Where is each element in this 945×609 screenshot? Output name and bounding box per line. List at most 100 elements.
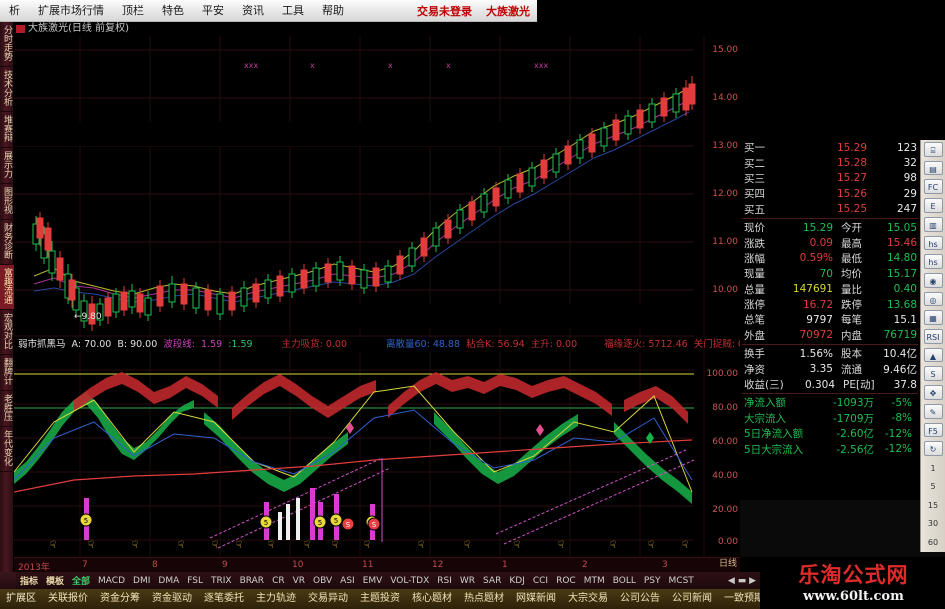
indicator-roc[interactable]: ROC <box>556 575 576 586</box>
indicator-brar[interactable]: BRAR <box>239 575 265 586</box>
menu-item-2[interactable]: 顶栏 <box>122 4 144 17</box>
indicator-sar[interactable]: SAR <box>483 575 502 586</box>
news-tab-announcements[interactable]: 公司公告 <box>620 593 660 604</box>
menu-item-6[interactable]: 工具 <box>282 4 304 17</box>
circle-icon[interactable]: ◎ <box>923 291 943 307</box>
indicator-dmi[interactable]: DMI <box>133 575 151 586</box>
menu-item-1[interactable]: 扩展市场行情 <box>38 4 104 17</box>
hs2-icon[interactable]: hs <box>923 254 943 269</box>
indicator-boll[interactable]: BOLL <box>612 575 636 586</box>
grid-icon[interactable]: ▤ <box>923 160 943 176</box>
indicator-asi[interactable]: ASI <box>340 575 355 586</box>
indicator-rsi[interactable]: RSI <box>437 575 452 586</box>
chart-area[interactable]: 大族激光(日线 前复权) <box>14 22 740 557</box>
indicator-fsl[interactable]: FSL <box>187 575 203 586</box>
news-tab-web-news[interactable]: 网媒新闻 <box>516 593 556 604</box>
news-tab-tick-orders[interactable]: 逐笔委托 <box>204 593 244 604</box>
s-icon[interactable]: S <box>923 366 943 382</box>
f5-icon[interactable]: F5 <box>923 422 943 438</box>
sidebar-item-10[interactable]: 年代变化 <box>0 427 14 472</box>
num60-icon[interactable]: 60 <box>927 537 939 547</box>
indicator-vr[interactable]: VR <box>292 575 306 586</box>
sidebar-item-4[interactable]: 图形视 <box>0 184 14 220</box>
news-tab-hot-theme[interactable]: 热点题材 <box>464 593 504 604</box>
indicator-macd[interactable]: MACD <box>98 575 126 586</box>
sidebar-item-8[interactable]: 翻牌计 <box>0 355 14 391</box>
stat-row-3: 现量 70 均价 15.17 <box>740 266 920 281</box>
news-tab-trade-anomaly[interactable]: 交易异动 <box>308 593 348 604</box>
menu-item-7[interactable]: 帮助 <box>322 4 344 17</box>
flag-icon[interactable]: ▲ <box>923 347 943 363</box>
current-stock-label[interactable]: 大族激光 <box>486 4 530 18</box>
num5-icon[interactable]: 5 <box>930 482 936 492</box>
move-icon[interactable]: ✥ <box>923 385 943 400</box>
toolbar-scroll-arrows[interactable]: ◀ ▬ ▶ <box>727 575 756 586</box>
indicator-wr[interactable]: WR <box>459 575 476 586</box>
sidebar-item-3[interactable]: 展示力 <box>0 148 14 184</box>
fc-icon[interactable]: FC <box>923 179 943 195</box>
hs-icon[interactable]: hs <box>923 235 943 251</box>
indicator-pane[interactable]: 弱市抓黑马 A: 70.00 B: 90.00 波段线: 1.59 :1.59 … <box>14 338 740 557</box>
indicator-psy[interactable]: PSY <box>643 575 661 586</box>
indicator-dma[interactable]: DMA <box>158 575 180 586</box>
num15-icon[interactable]: 15 <box>927 500 939 510</box>
news-tab-main-track[interactable]: 主力轨迹 <box>256 593 296 604</box>
globe-icon[interactable]: ◉ <box>923 272 943 288</box>
bid-row-3[interactable]: 买四 15.26 29 <box>740 186 920 201</box>
bid-row-2[interactable]: 买三 15.27 98 <box>740 171 920 186</box>
sidebar-item-9[interactable]: 老胜压 <box>0 391 14 427</box>
news-tab-theme-invest[interactable]: 主题投资 <box>360 593 400 604</box>
toolbar-template-menu[interactable]: 模板 <box>46 577 65 587</box>
indicator-cr[interactable]: CR <box>272 575 285 586</box>
news-tab-consensus[interactable]: 一致预期 <box>724 593 760 604</box>
login-status-label[interactable]: 交易未登录 <box>417 4 472 18</box>
sidebar-item-2[interactable]: 堆赛辩 <box>0 112 14 148</box>
menu-item-5[interactable]: 资讯 <box>242 4 264 17</box>
indicator-emv[interactable]: EMV <box>362 575 383 586</box>
indicator-vol-tdx[interactable]: VOL-TDX <box>390 575 430 586</box>
indicator-mcst[interactable]: MCST <box>668 575 694 586</box>
indicator-trix[interactable]: TRIX <box>211 575 232 586</box>
sidebar-item-7[interactable]: 宏观对比 <box>0 310 14 355</box>
book-icon[interactable]: ▥ <box>923 216 943 232</box>
news-tab-extend[interactable]: 扩展区 <box>6 593 36 604</box>
bid-row-1[interactable]: 买二 15.28 32 <box>740 155 920 170</box>
toolbar-corner-icon[interactable] <box>0 572 16 589</box>
indicator-mtm[interactable]: MTM <box>583 575 605 586</box>
news-tab-fund-drive[interactable]: 资金驱动 <box>152 593 192 604</box>
refresh-icon[interactable]: ↻ <box>923 441 943 456</box>
sidebar-item-5[interactable]: 财务诊断 <box>0 220 14 265</box>
news-tab-fund-chips[interactable]: 资金分筹 <box>100 593 140 604</box>
news-tab-company-news[interactable]: 公司新闻 <box>672 593 712 604</box>
indicator-kdj[interactable]: KDJ <box>509 575 525 586</box>
news-tab-related-quote[interactable]: 关联报价 <box>48 593 88 604</box>
rsi-icon[interactable]: RSI <box>923 329 943 344</box>
svg-text:5: 5 <box>334 517 338 525</box>
toolbar-indicator-menu[interactable]: 指标 <box>20 577 39 587</box>
sidebar-item-6[interactable]: 富趣流通 <box>0 265 14 310</box>
menu-bar: 析 扩展市场行情 顶栏 特色 平安 资讯 工具 帮助 交易未登录 大族激光 <box>0 0 537 22</box>
chart-mask-2 <box>310 304 670 328</box>
keyboard-icon[interactable]: ▦ <box>923 310 943 326</box>
pencil-icon[interactable]: ✎ <box>923 403 943 419</box>
indicator-cci[interactable]: CCI <box>532 575 549 586</box>
indicator-obv[interactable]: OBV <box>313 575 333 586</box>
bid-row-0[interactable]: 买一 15.29 123 <box>740 140 920 155</box>
num30-icon[interactable]: 30 <box>927 519 939 529</box>
stat-row-1: 涨跌 0.09 最高 15.46 <box>740 235 920 250</box>
edit-icon[interactable]: E <box>923 198 943 213</box>
chart-icon[interactable]: ⌸ <box>923 142 943 157</box>
sidebar-item-1[interactable]: 技术分析 <box>0 67 14 112</box>
bid-row-4[interactable]: 买五 15.25 247 <box>740 202 920 217</box>
news-tab-core-theme[interactable]: 核心题材 <box>412 593 452 604</box>
menu-item-0[interactable]: 析 <box>9 4 20 17</box>
ind-label-0: 弱市抓黑马 <box>18 339 66 350</box>
period-selector[interactable]: 日线 <box>718 559 737 569</box>
news-tab-block-trade[interactable]: 大宗交易 <box>568 593 608 604</box>
num1-icon[interactable]: 1 <box>930 463 936 473</box>
sidebar-item-0[interactable]: 分时走势 <box>0 22 14 67</box>
menu-item-4[interactable]: 平安 <box>202 4 224 17</box>
menu-item-3[interactable]: 特色 <box>162 4 184 17</box>
toolbar-all-button[interactable]: 全部 <box>72 577 91 587</box>
